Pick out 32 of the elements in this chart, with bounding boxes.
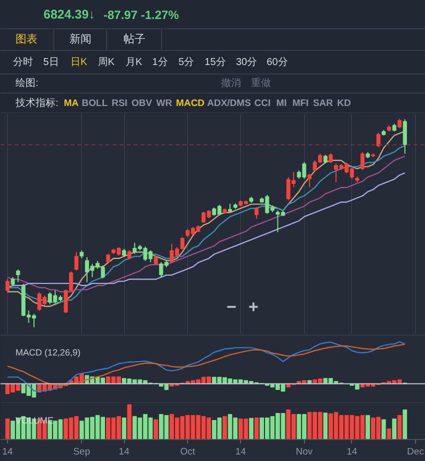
text: 分时 xyxy=(13,56,33,68)
text: WR xyxy=(156,98,172,109)
text: 帖子 xyxy=(124,32,146,46)
text: OBV xyxy=(132,98,153,109)
text: 5分 xyxy=(178,56,194,68)
text: 新闻 xyxy=(70,32,92,46)
text: MACD xyxy=(176,98,205,109)
text: 重做 xyxy=(251,77,271,89)
text: KD xyxy=(337,98,351,109)
text: 月K xyxy=(125,57,142,68)
text: ADX/DMS xyxy=(207,98,251,109)
x-tick-label: Dec xyxy=(407,446,424,458)
text: 图表 xyxy=(16,32,38,46)
text: 技术指标: xyxy=(14,97,58,109)
text: MA xyxy=(64,98,79,109)
text: 6824.39↓ xyxy=(44,8,95,22)
text: MFI xyxy=(292,98,309,109)
text: 15分 xyxy=(204,56,226,68)
text: 撤消 xyxy=(221,77,241,89)
text: 日K xyxy=(70,57,88,68)
text: 周K xyxy=(98,57,115,68)
text: 1分 xyxy=(152,56,168,68)
text: 绘图: xyxy=(16,77,38,89)
text: CCI xyxy=(254,98,271,109)
text: SAR xyxy=(312,98,334,109)
text: 30分 xyxy=(236,56,258,68)
text: 60分 xyxy=(266,56,288,68)
text: BOLL xyxy=(82,98,108,109)
text: -87.97 -1.27% xyxy=(104,8,180,22)
text: RSI xyxy=(112,98,128,109)
text: 5日 xyxy=(43,57,59,68)
text: MI xyxy=(276,98,287,109)
